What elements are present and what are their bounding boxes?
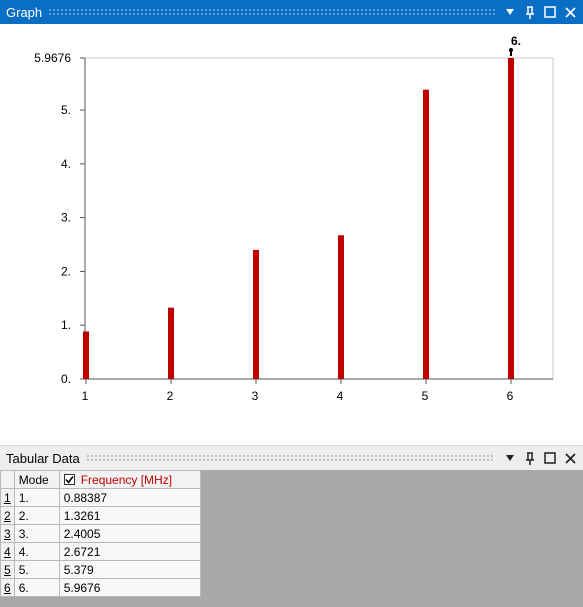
mode-cell[interactable]: 1. xyxy=(13,488,60,507)
pin-icon[interactable] xyxy=(523,451,537,465)
close-icon[interactable] xyxy=(563,5,577,19)
y-tick-label: 2. xyxy=(61,264,71,278)
y-tick-label: 3. xyxy=(61,211,71,225)
marker-dot xyxy=(509,48,513,52)
maximize-icon[interactable] xyxy=(543,451,557,465)
frequency-cell[interactable]: 5.379 xyxy=(58,560,201,579)
table-row[interactable]: 6 6. 5.9676 xyxy=(0,578,201,597)
frequency-cell[interactable]: 2.4005 xyxy=(58,524,201,543)
graph-area: 0. 1. 2. 3. 4. 5. 5.9676 1 2 3 4 5 6 6. xyxy=(0,24,583,445)
y-tick-label: 5. xyxy=(61,103,71,117)
frequency-header-label: Frequency [MHz] xyxy=(80,472,173,487)
tabular-data-table: Mode Frequency [MHz] 1 1. 0.88387 2 2. 1.3261… xyxy=(0,470,201,597)
table-row[interactable]: 4 4. 2.6721 xyxy=(0,542,201,561)
maximize-icon[interactable] xyxy=(543,5,557,19)
tabular-panel-header: Tabular Data xyxy=(0,445,583,470)
table-row[interactable]: 1 1. 0.88387 xyxy=(0,488,201,507)
y-tick-label: 4. xyxy=(61,157,71,171)
bar-mode-3 xyxy=(253,249,259,379)
tabular-panel-grip[interactable] xyxy=(85,454,495,462)
y-tick-label: 5.9676 xyxy=(34,51,71,65)
tabular-panel-title: Tabular Data xyxy=(6,450,80,466)
tabular-data-area: Mode Frequency [MHz] 1 1. 0.88387 2 2. 1.3261… xyxy=(0,470,583,607)
x-tick-label: 6 xyxy=(507,389,514,403)
table-row[interactable]: 3 3. 2.4005 xyxy=(0,524,201,543)
corner-cell xyxy=(0,470,15,489)
row-index[interactable]: 1 xyxy=(0,488,15,507)
row-index[interactable]: 2 xyxy=(0,506,15,525)
frequency-cell[interactable]: 5.9676 xyxy=(58,578,201,597)
mode-cell[interactable]: 3. xyxy=(13,524,60,543)
table-row[interactable]: 2 2. 1.3261 xyxy=(0,506,201,525)
column-header-mode[interactable]: Mode xyxy=(13,470,60,489)
x-tick-label: 2 xyxy=(167,389,174,403)
mode-cell[interactable]: 5. xyxy=(13,560,60,579)
frequency-cell[interactable]: 0.88387 xyxy=(58,488,201,507)
y-tick-label: 1. xyxy=(61,318,71,332)
bar-mode-5 xyxy=(423,89,429,379)
mode-cell[interactable]: 6. xyxy=(13,578,60,597)
column-header-frequency[interactable]: Frequency [MHz] xyxy=(58,470,201,489)
dropdown-icon[interactable] xyxy=(503,5,517,19)
row-index[interactable]: 3 xyxy=(0,524,15,543)
bar-chart: 0. 1. 2. 3. 4. 5. 5.9676 1 2 3 4 5 6 6. xyxy=(34,34,554,403)
x-tick-label: 1 xyxy=(82,389,89,403)
frequency-cell[interactable]: 2.6721 xyxy=(58,542,201,561)
plot-frame xyxy=(84,57,554,380)
x-tick-label: 5 xyxy=(422,389,429,403)
bar-mode-6 xyxy=(508,58,514,379)
frequency-checkbox[interactable] xyxy=(63,474,75,485)
bar-mode-4 xyxy=(338,235,344,379)
row-index[interactable]: 5 xyxy=(0,560,15,579)
mode-cell[interactable]: 2. xyxy=(13,506,60,525)
y-tick-label: 0. xyxy=(61,372,71,386)
row-index[interactable]: 4 xyxy=(0,542,15,561)
graph-panel-header: Graph xyxy=(0,0,583,24)
bar-mode-1 xyxy=(83,331,89,379)
x-tick-label: 3 xyxy=(252,389,259,403)
x-tick-label: 4 xyxy=(337,389,344,403)
dropdown-icon[interactable] xyxy=(503,451,517,465)
mode-cell[interactable]: 4. xyxy=(13,542,60,561)
frequency-cell[interactable]: 1.3261 xyxy=(58,506,201,525)
bar-mode-2 xyxy=(168,307,174,379)
graph-panel-title: Graph xyxy=(6,4,43,20)
table-row[interactable]: 5 5. 5.379 xyxy=(0,560,201,579)
marker-label: 6. xyxy=(511,34,521,48)
pin-icon[interactable] xyxy=(523,5,537,19)
row-index[interactable]: 6 xyxy=(0,578,15,597)
close-icon[interactable] xyxy=(563,451,577,465)
graph-panel-grip[interactable] xyxy=(48,8,495,16)
